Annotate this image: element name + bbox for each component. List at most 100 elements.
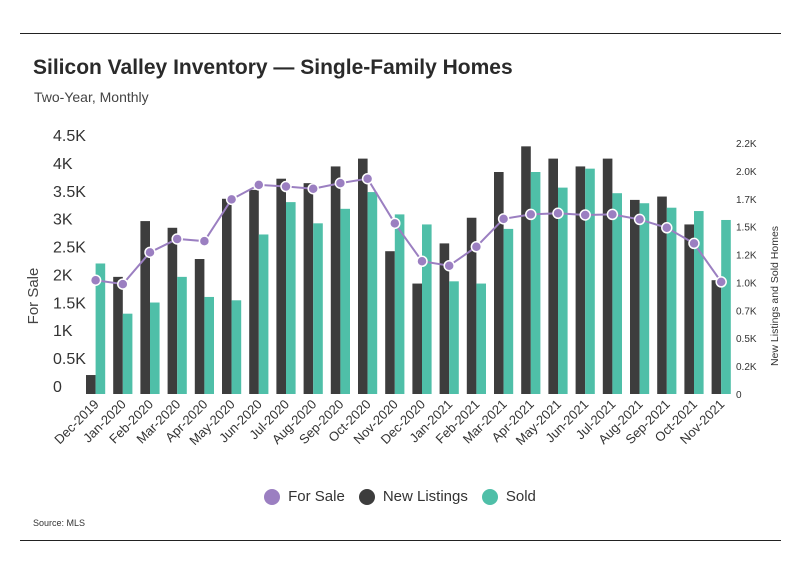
bar-new-listings	[167, 227, 178, 394]
for-sale-point	[606, 208, 619, 221]
for-sale-point	[361, 172, 374, 185]
bar-new-listings	[385, 251, 395, 394]
legend-item-new-listings: New Listings	[358, 488, 468, 505]
bar-sold	[639, 203, 650, 394]
bar-sold	[449, 281, 459, 394]
legend-label-sold: Sold	[505, 488, 536, 505]
right-tick-label: 1.2K	[736, 251, 757, 262]
bar-sold	[204, 296, 214, 394]
for-sale-point	[171, 233, 183, 245]
bar-sold	[694, 211, 704, 394]
right-tick-label: 1.7K	[736, 195, 757, 206]
left-ticks-group: 0 0.5K 1K 1.5K 2K 2.5K 3K 3.5K 4K 4.5K	[53, 128, 86, 396]
for-sale-point	[253, 179, 265, 191]
legend-swatch-sold	[481, 488, 498, 505]
bar-sold	[612, 193, 622, 394]
bar-new-listings	[86, 375, 96, 394]
for-sale-point	[89, 274, 102, 286]
right-tick-label: 2.0K	[736, 167, 757, 178]
left-tick-label: 3.5K	[53, 184, 86, 201]
for-sale-point	[552, 207, 564, 220]
bar-sold	[558, 187, 568, 394]
right-tick-label: 1.0K	[736, 278, 757, 289]
bar-new-listings	[113, 276, 123, 394]
bar-sold	[367, 192, 378, 394]
bar-new-listings	[684, 224, 694, 394]
right-tick-label: 1.5K	[736, 223, 757, 234]
for-sale-line	[95, 177, 723, 286]
bar-new-listings	[439, 243, 450, 394]
right-tick-label: 0.2K	[736, 362, 757, 373]
left-tick-label: 0.5K	[53, 351, 86, 368]
left-tick-label: 4.5K	[53, 128, 86, 145]
for-sale-point	[688, 237, 700, 250]
bar-sold	[394, 214, 405, 394]
bar-sold	[585, 168, 595, 394]
legend-label-new-listings: New Listings	[382, 488, 468, 505]
bar-sold	[150, 302, 160, 394]
legend-swatch-new-listings	[358, 488, 375, 505]
right-tick-label: 0.7K	[736, 306, 757, 317]
left-tick-label: 2.5K	[53, 240, 86, 257]
bar-new-listings	[657, 196, 667, 394]
for-sale-point	[633, 213, 646, 226]
right-tick-label: 0	[736, 390, 742, 401]
bar-new-listings	[711, 280, 722, 394]
for-sale-point	[470, 240, 483, 253]
bars-group	[86, 146, 731, 394]
bar-new-listings	[194, 259, 205, 394]
bar-new-listings	[358, 158, 368, 394]
bar-sold	[122, 313, 133, 394]
right-ticks-group: 0 0.2K 0.5K 0.7K 1.0K 1.2K 1.5K 1.7K 2.0K 2.2K	[736, 139, 757, 401]
for-sale-point	[225, 193, 238, 206]
bar-new-listings	[548, 158, 558, 394]
source-note: Source: MLS	[33, 518, 86, 528]
bar-sold	[286, 202, 296, 394]
left-axis-label: For Sale	[25, 268, 42, 325]
left-tick-label: 3K	[53, 212, 73, 229]
for-sale-point	[144, 246, 156, 259]
for-sale-point	[715, 276, 727, 288]
legend-swatch-for-sale	[264, 488, 281, 505]
bar-new-listings	[412, 283, 422, 394]
bar-sold	[422, 224, 432, 394]
bar-new-listings	[140, 221, 150, 394]
left-tick-label: 1.5K	[53, 295, 86, 312]
left-tick-label: 2K	[53, 267, 73, 284]
top-rule	[20, 33, 781, 34]
for-sale-point	[280, 180, 292, 193]
bar-new-listings	[222, 198, 232, 394]
for-sale-point	[198, 235, 211, 247]
bar-sold	[530, 172, 541, 394]
right-axis-label: New Listings and Sold Homes	[769, 226, 781, 366]
bar-new-listings	[494, 172, 504, 394]
bar-sold	[340, 208, 350, 394]
bar-sold	[721, 219, 731, 394]
bar-new-listings	[330, 166, 341, 394]
bar-new-listings	[303, 183, 314, 394]
legend-label-for-sale: For Sale	[288, 488, 345, 505]
for-sale-point	[443, 259, 455, 272]
for-sale-line-group	[89, 172, 727, 290]
bar-new-listings	[276, 178, 286, 394]
bar-new-listings	[602, 158, 613, 394]
for-sale-point	[334, 177, 347, 189]
right-tick-label: 2.2K	[736, 139, 757, 150]
bar-sold	[177, 276, 187, 394]
bar-sold	[503, 228, 514, 394]
bar-sold	[666, 207, 677, 394]
legend-item-for-sale: For Sale	[264, 488, 345, 505]
for-sale-point	[661, 222, 673, 234]
for-sale-point	[525, 208, 537, 221]
right-tick-label: 0.5K	[736, 334, 757, 345]
bar-sold	[313, 223, 323, 394]
bar-new-listings	[575, 166, 586, 394]
left-tick-label: 0	[53, 379, 62, 396]
legend: For Sale New Listings Sold	[0, 488, 800, 505]
for-sale-point	[307, 182, 319, 195]
chart-title: Silicon Valley Inventory — Single-Family…	[33, 56, 513, 79]
bar-sold	[476, 283, 486, 394]
bar-new-listings	[630, 199, 640, 394]
for-sale-point	[579, 209, 591, 221]
